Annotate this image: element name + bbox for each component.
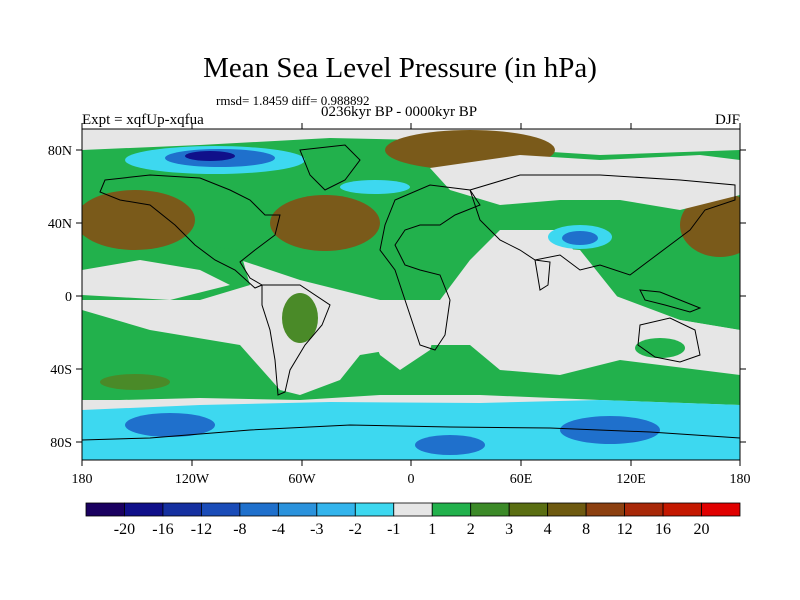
lon-label-180w: 180	[72, 472, 93, 487]
lat-label-80n: 80N	[48, 144, 72, 159]
colorbar-swatch	[470, 502, 510, 517]
colorbar-label: 16	[655, 521, 671, 538]
colorbar-label: -2	[349, 521, 362, 538]
colorbar-swatch	[624, 502, 664, 517]
colorbar-swatch	[162, 502, 202, 517]
colorbar-label: 8	[582, 521, 590, 538]
colorbar-label: -1	[387, 521, 400, 538]
colorbar-swatch	[508, 502, 549, 517]
lat-label-40n: 40N	[48, 217, 72, 232]
high-atlantic-north	[270, 195, 380, 251]
high-pacific-north	[82, 190, 195, 250]
australia-green	[635, 338, 685, 358]
lon-label-60e: 60E	[510, 472, 533, 487]
lat-label-0: 0	[65, 290, 72, 305]
neutral-north-pacific-band	[82, 260, 230, 300]
antarctic-blue-1	[125, 413, 215, 437]
colorbar-label: -4	[272, 521, 285, 538]
tibet-low-blue	[562, 231, 598, 245]
high-south-america	[282, 293, 318, 343]
colorbar-swatch	[201, 502, 241, 517]
colorbar-label: 1	[428, 521, 436, 538]
colorbar-label: 12	[617, 521, 633, 538]
colorbar-swatch	[701, 502, 741, 517]
antarctic-cyan-band	[82, 400, 740, 460]
colorbar-label: -8	[233, 521, 246, 538]
colorbar-swatch	[354, 502, 395, 517]
colorbar-swatch	[393, 502, 433, 517]
colorbar-swatch	[239, 502, 279, 517]
neutral-atlantic-south	[360, 300, 440, 370]
lon-label-120e: 120E	[616, 472, 646, 487]
lat-label-80s: 80S	[50, 436, 72, 451]
season-label: DJF	[714, 112, 740, 128]
lon-label-0: 0	[408, 472, 415, 487]
colorbar-label: 3	[505, 521, 513, 538]
colorbar-swatch	[124, 502, 164, 517]
neutral-asia	[430, 155, 740, 210]
colorbar: -20 -16 -12 -8 -4 -3 -2 -1 1 2 3 4 8 12 16 20	[85, 502, 741, 538]
colorbar-label: -20	[114, 521, 135, 538]
map-plot-area	[82, 129, 740, 460]
chart-title: Mean Sea Level Pressure (in hPa)	[203, 52, 597, 84]
experiment-label: Expt = xqfUp-xqfua	[82, 112, 204, 128]
longitude-axis: 180 120W 60W 0 60E 120E 180	[72, 123, 751, 487]
colorbar-swatch	[85, 502, 125, 517]
lon-label-60w: 60W	[288, 472, 316, 487]
coastlines	[82, 144, 740, 441]
colorbar-label: 4	[544, 521, 552, 538]
colorbar-swatch	[662, 502, 702, 517]
high-southern-pacific	[100, 374, 170, 390]
colorbar-swatch	[585, 502, 625, 517]
colorbar-label: 20	[694, 521, 710, 538]
colorbar-label: -3	[310, 521, 323, 538]
colorbar-swatch	[316, 502, 356, 517]
stats-text: rmsd= 1.8459 diff= 0.988892	[216, 93, 370, 108]
lat-label-40s: 40S	[50, 363, 72, 378]
arctic-low-navy	[185, 151, 235, 161]
period-text: 0236kyr BP - 0000kyr BP	[321, 104, 478, 120]
colorbar-label: -16	[152, 521, 173, 538]
latitude-axis: 80N 40N 0 40S 80S	[48, 144, 746, 451]
colorbar-swatch	[431, 502, 472, 517]
antarctic-blue-3	[415, 435, 485, 455]
lon-label-120w: 120W	[175, 472, 210, 487]
colorbar-swatch	[547, 502, 587, 517]
north-atlantic-cyan	[340, 180, 410, 194]
colorbar-label: -12	[191, 521, 212, 538]
colorbar-label: 2	[467, 521, 475, 538]
high-pacific-east	[680, 193, 740, 257]
colorbar-swatch	[277, 502, 318, 517]
lon-label-180e: 180	[730, 472, 751, 487]
